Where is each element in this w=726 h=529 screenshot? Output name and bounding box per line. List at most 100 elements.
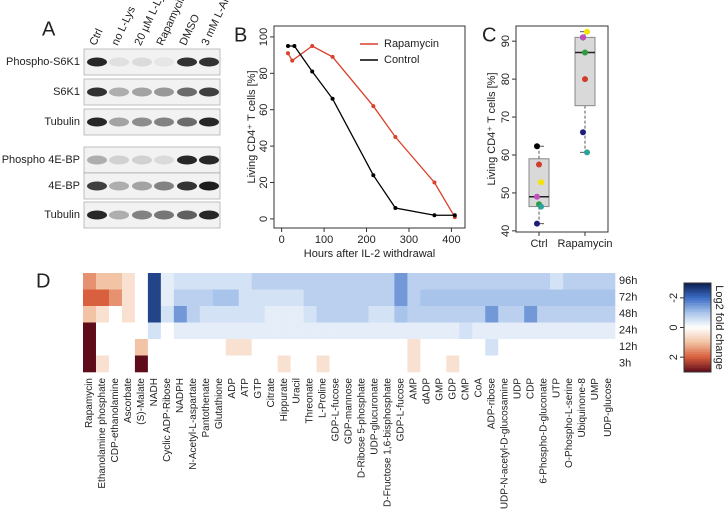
heatmap-cell (524, 355, 538, 373)
heatmap-cell (147, 273, 162, 290)
heatmap-cell (407, 289, 421, 307)
heatmap-cell (407, 355, 421, 373)
column-label: D-Fructose 1,6-bisphosphate (383, 378, 394, 507)
heatmap-cell (264, 339, 278, 356)
heatmap-cell (134, 355, 149, 373)
heatmap-cell (563, 306, 577, 323)
legend-label: Rapamycin (384, 38, 439, 50)
heatmap-cell (446, 339, 460, 356)
heatmap-cell (563, 289, 577, 307)
heatmap-cell (602, 355, 616, 373)
point (286, 44, 291, 49)
line (287, 45, 456, 218)
colorbar-step (684, 340, 711, 344)
heatmap-cell (303, 306, 317, 323)
blot-frame (83, 146, 221, 174)
heatmap-cell (329, 289, 343, 307)
heatmap-cell (212, 322, 227, 340)
heatmap-cell (186, 273, 201, 290)
heatmap-cell (368, 273, 382, 290)
heatmap-cell (368, 289, 382, 307)
heatmap-cell (472, 355, 486, 373)
column-label: UDP-N-acetyl-D-glucosamine (499, 378, 510, 510)
point (580, 129, 586, 136)
heatmap-cell (329, 339, 343, 356)
colorbar-step (684, 338, 711, 342)
y-tick-label: 20 (258, 176, 270, 188)
column-label: L-Proline (318, 378, 329, 418)
colorbar-step (684, 305, 711, 308)
heatmap-cell (95, 355, 110, 373)
heatmap-cell (485, 289, 499, 307)
y-tick-label: 70 (500, 111, 512, 123)
heatmap-cell (602, 289, 616, 307)
blot-row-label: Phospho-S6K1 (6, 56, 80, 68)
heatmap-cell (225, 273, 240, 290)
heatmap-cell (264, 355, 278, 373)
heatmap-cell (121, 322, 136, 340)
blot-band (177, 181, 197, 191)
column-label: GDP-mannose (344, 378, 355, 445)
blot-band (109, 87, 129, 97)
heatmap-cell (290, 273, 304, 290)
column-label: ADP-ribose (486, 378, 497, 430)
colorbar-step (684, 309, 711, 313)
heatmap-cell (524, 306, 538, 323)
x-tick-label: 0 (279, 234, 285, 246)
point (432, 180, 437, 185)
heatmap-cell (563, 339, 577, 356)
y-tick-label: 50 (500, 187, 512, 199)
heatmap-cell (407, 339, 421, 356)
heatmap-cell (238, 289, 252, 307)
heatmap-cell (303, 322, 317, 340)
heatmap-cell (251, 339, 265, 356)
heatmap-cell (537, 322, 551, 340)
heatmap-cell (134, 322, 149, 340)
blot-band (154, 117, 174, 127)
heatmap-cell (550, 355, 564, 373)
heatmap-cell (420, 355, 434, 373)
heatmap-cell (589, 273, 603, 290)
heatmap-cell (433, 289, 447, 307)
heatmap-cell (472, 339, 486, 356)
heatmap-cell (589, 306, 603, 323)
heatmap-cell (329, 306, 343, 323)
colorbar-step (684, 291, 711, 295)
heatmap-cell (602, 273, 616, 290)
heatmap-cell (433, 339, 447, 356)
y-tick-label: 90 (500, 35, 512, 47)
column-label: AMP (409, 378, 420, 400)
heatmap-cell (420, 289, 434, 307)
heatmap-cell (303, 339, 317, 356)
colorbar-step (684, 354, 711, 357)
heatmap-cell (368, 306, 382, 323)
colorbar-step (684, 347, 711, 351)
column-label: GDP (447, 378, 458, 400)
column-label: UDP-glucose (603, 378, 614, 437)
blot-band (154, 155, 174, 165)
column-label: GTP (253, 378, 264, 399)
colorbar-step (684, 343, 711, 346)
row-label: 72h (619, 292, 637, 304)
heatmap-cell (121, 273, 136, 290)
heatmap-cell (225, 322, 240, 340)
y-axis-label: Living CD4⁺ T cells [%] (486, 73, 498, 186)
heatmap-cell (225, 289, 240, 307)
colorbar-step (684, 345, 711, 348)
heatmap-cell (511, 339, 525, 356)
heatmap-cell (368, 355, 382, 373)
colorbar-tick-label: 2 (668, 354, 680, 360)
point (393, 205, 398, 210)
heatmap-cell (83, 273, 97, 290)
heatmap-cell (420, 306, 434, 323)
heatmap-cell (264, 322, 278, 340)
heatmap-cell (160, 322, 175, 340)
line (288, 45, 455, 216)
heatmap-cell (212, 339, 227, 356)
heatmap-cell (212, 289, 227, 307)
heatmap-cell (550, 289, 564, 307)
heatmap-cell (511, 306, 525, 323)
colorbar-tick-label: -2 (668, 293, 680, 303)
colorbar-step (684, 303, 711, 306)
heatmap-cell (485, 273, 499, 290)
